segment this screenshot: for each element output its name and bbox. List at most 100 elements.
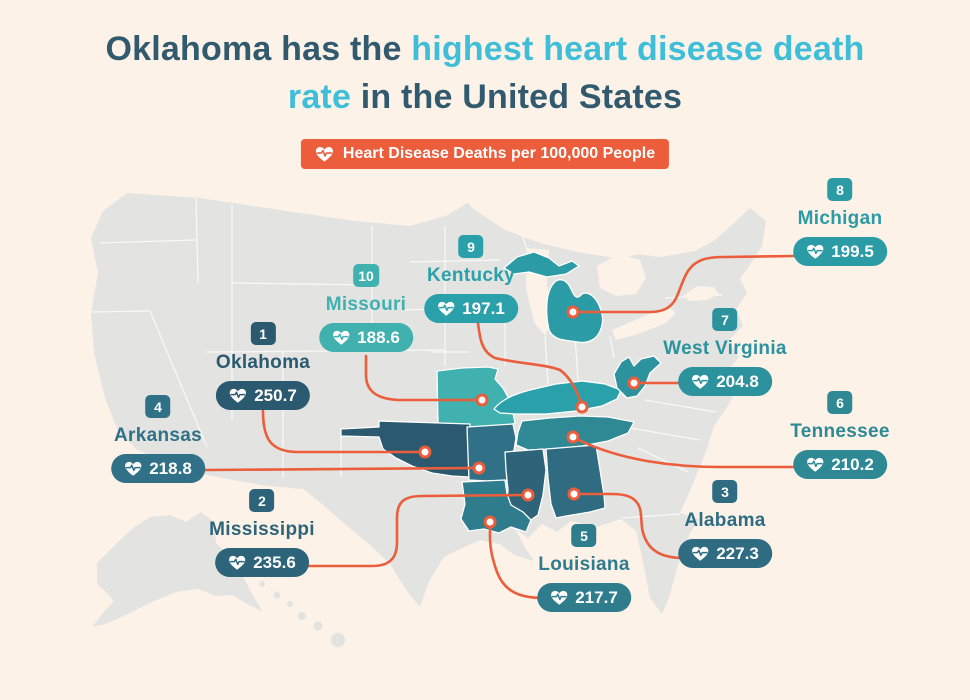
leader-michigan (571, 254, 798, 314)
state-name-label: West Virginia (663, 338, 787, 359)
value-label: 188.6 (357, 327, 400, 347)
state-name-label: Arkansas (114, 425, 202, 446)
rank-badge: 1 (250, 322, 276, 345)
state-name-label: Oklahoma (215, 352, 311, 373)
lake-superior (455, 183, 642, 259)
callout-tennessee: 6 Tennessee 210.2 (790, 391, 890, 479)
rank-badge: 3 (712, 480, 738, 503)
value-pill: 218.8 (111, 454, 205, 483)
value-pill: 188.6 (319, 323, 413, 352)
heart-pulse-icon (437, 301, 455, 317)
callout-louisiana: 5 Louisiana 217.7 (537, 524, 631, 612)
value-label: 210.2 (831, 454, 874, 474)
value-pill: 227.3 (678, 539, 772, 568)
value-label: 218.8 (149, 458, 192, 478)
state-dots (418, 305, 641, 529)
leader-mississippi (304, 493, 530, 568)
heart-pulse-icon (228, 555, 246, 571)
title-text-2: in the United States (351, 77, 683, 116)
value-label: 217.7 (575, 587, 618, 607)
legend-badge: Heart Disease Deaths per 100,000 People (300, 139, 670, 169)
dot-alabama (567, 487, 581, 501)
state-name-label: Alabama (684, 510, 766, 531)
callout-missouri: 10 Missouri 188.6 (319, 264, 413, 352)
leader-missouri (364, 354, 484, 402)
dot-missouri (475, 393, 489, 407)
value-pill: 197.1 (424, 294, 518, 323)
lake-huron (597, 254, 646, 296)
dot-west-virginia (627, 376, 641, 390)
dot-arkansas (472, 461, 486, 475)
value-label: 235.6 (253, 552, 296, 572)
callout-alabama: 3 Alabama 227.3 (678, 480, 772, 568)
value-label: 204.8 (716, 371, 759, 391)
state-name-label: Mississippi (209, 519, 315, 540)
value-pill: 217.7 (537, 583, 631, 612)
rank-badge: 2 (249, 489, 275, 512)
leader-arkansas (203, 466, 481, 472)
state-name-label: Tennessee (790, 421, 890, 442)
dot-louisiana (483, 515, 497, 529)
heart-pulse-icon (124, 461, 142, 477)
leader-lines (203, 254, 798, 600)
value-label: 227.3 (716, 543, 759, 563)
rank-badge: 5 (571, 524, 597, 547)
state-name-label: Kentucky (427, 265, 515, 286)
rank-badge: 9 (458, 235, 484, 258)
state-shape-alabama (545, 444, 606, 519)
state-shape-oklahoma (340, 420, 471, 478)
callout-west-virginia: 7 West Virginia 204.8 (663, 308, 787, 396)
leader-kentucky (476, 321, 584, 409)
callout-arkansas: 4 Arkansas 218.8 (111, 395, 205, 483)
value-label: 250.7 (254, 385, 297, 405)
state-name-label: Missouri (325, 294, 407, 315)
value-label: 199.5 (831, 241, 874, 261)
dot-oklahoma (418, 445, 432, 459)
dot-tennessee (566, 430, 580, 444)
title-text-1: Oklahoma has the (105, 30, 412, 68)
state-shape-west-virginia (613, 355, 662, 399)
heart-pulse-icon (691, 374, 709, 390)
alaska-shape (92, 512, 262, 627)
heart-pulse-icon (229, 388, 247, 404)
rank-badge: 6 (827, 391, 853, 414)
state-name-label: Michigan (797, 208, 883, 229)
title-highlight-2: rate (287, 77, 352, 116)
state-shape-kentucky (493, 380, 622, 415)
heart-pulse-icon (806, 244, 824, 260)
callout-mississippi: 2 Mississippi 235.6 (209, 489, 315, 577)
page-title: Oklahoma has the highest heart disease d… (0, 26, 970, 121)
dot-mississippi (521, 488, 535, 502)
heart-pulse-icon (550, 590, 568, 606)
heart-pulse-icon (332, 330, 350, 346)
value-pill: 204.8 (678, 367, 772, 396)
callout-michigan: 8 Michigan 199.5 (793, 178, 887, 266)
value-pill: 250.7 (216, 381, 310, 410)
rank-badge: 4 (145, 395, 171, 418)
callout-kentucky: 9 Kentucky 197.1 (424, 235, 518, 323)
leader-louisiana (488, 520, 545, 600)
value-pill: 199.5 (793, 237, 887, 266)
callout-oklahoma: 1 Oklahoma 250.7 (216, 322, 310, 410)
value-label: 197.1 (462, 298, 505, 318)
legend-label: Heart Disease Deaths per 100,000 People (342, 145, 656, 162)
leader-tennessee (571, 435, 798, 469)
lake-ontario (683, 286, 719, 301)
title-highlight-1: highest heart disease death (411, 30, 865, 68)
state-shape-michigan-upper (503, 251, 580, 278)
value-pill: 210.2 (793, 450, 887, 479)
rank-badge: 7 (712, 308, 738, 331)
heart-pulse-icon (691, 546, 709, 562)
rank-badge: 8 (827, 178, 853, 201)
state-name-label: Louisiana (538, 554, 630, 575)
value-pill: 235.6 (215, 548, 309, 577)
heart-pulse-icon (806, 457, 824, 473)
hawaii-islands (259, 581, 345, 647)
dot-kentucky (575, 400, 589, 414)
leader-alabama (572, 492, 685, 560)
dot-michigan (566, 305, 580, 319)
leader-oklahoma (261, 409, 427, 454)
lake-erie (612, 306, 676, 340)
